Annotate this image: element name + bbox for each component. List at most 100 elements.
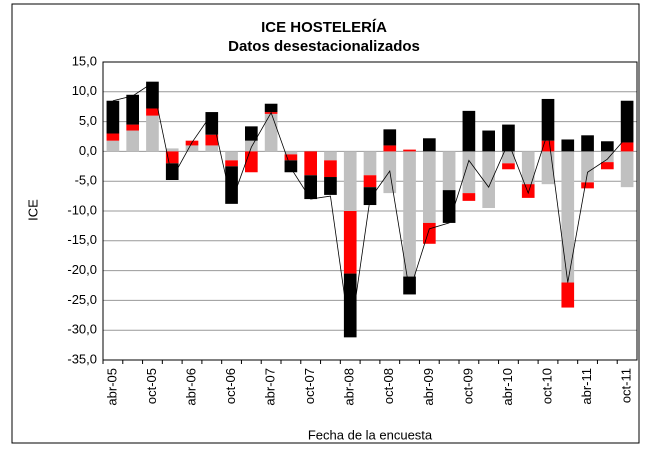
x-tick-label: abr-07 — [263, 368, 278, 406]
bar-segment — [324, 177, 337, 195]
bar-segment — [442, 151, 456, 191]
bar-segment — [601, 141, 614, 152]
bar-segment — [462, 110, 476, 152]
bar-segment — [106, 100, 120, 134]
chart-subtitle: Datos desestacionalizados — [228, 38, 420, 55]
bar-segment — [245, 151, 258, 173]
chart-title: ICE HOSTELERÍA — [261, 19, 387, 36]
y-tick-label: -30,0 — [67, 322, 97, 337]
x-tick-label: abr-11 — [579, 368, 594, 405]
bar-segment — [264, 113, 278, 152]
bar-segment — [225, 160, 238, 167]
y-tick-label: -15,0 — [67, 232, 97, 247]
bar-segment — [165, 148, 179, 152]
bar-segment — [284, 154, 298, 161]
bar-segment — [521, 184, 535, 198]
total-line — [112, 82, 628, 337]
bar-segment — [403, 149, 416, 152]
bar-segment — [146, 108, 159, 116]
y-tick-label: -25,0 — [67, 292, 97, 307]
bar-segment — [521, 151, 535, 185]
x-tick-label: abr-10 — [500, 368, 515, 406]
bar-segment — [561, 139, 575, 152]
y-axis-label: ICE — [25, 199, 40, 221]
bar-segment — [343, 211, 357, 274]
bar-segment — [541, 140, 555, 152]
x-tick-label: abr-06 — [183, 368, 198, 406]
bar-segment — [185, 145, 199, 152]
bar-segment — [581, 182, 594, 189]
bar-segment — [165, 151, 179, 164]
x-tick-label: oct-11 — [619, 368, 634, 403]
bar-segment — [541, 151, 555, 185]
bar-segment — [146, 81, 159, 109]
bar-segment — [561, 282, 575, 308]
x-tick-label: abr-05 — [104, 368, 119, 406]
y-tick-label: 5,0 — [79, 113, 97, 128]
bar-segment — [423, 222, 436, 244]
bar-segment — [541, 98, 555, 141]
bar-segment — [324, 151, 337, 161]
bar-segment — [245, 126, 258, 141]
bar-segment — [462, 193, 476, 201]
bar-segment — [264, 103, 278, 113]
bar-segment — [126, 94, 139, 125]
bar-segment — [146, 115, 159, 152]
bar-segment — [403, 151, 416, 277]
bar-segment — [343, 273, 357, 338]
bar-segment — [502, 151, 515, 164]
x-tick-label: oct-09 — [460, 368, 475, 404]
bar-segment — [363, 175, 377, 188]
bar-segment — [462, 151, 476, 194]
bar-segment — [284, 151, 298, 155]
x-tick-label: oct-07 — [302, 368, 317, 404]
bar-segment — [620, 142, 634, 152]
bar-segment — [383, 145, 397, 152]
bar-segment — [205, 145, 219, 152]
y-tick-label: -35,0 — [67, 351, 97, 366]
x-tick-label: oct-05 — [144, 368, 159, 404]
x-axis-label: Fecha de la encuesta — [308, 427, 433, 442]
bar-segment — [324, 160, 337, 178]
x-tick-label: oct-06 — [223, 368, 238, 404]
bar-segment — [225, 166, 238, 204]
y-tick-label: 0,0 — [79, 143, 97, 158]
bar-segment — [601, 162, 614, 170]
bar-segment — [403, 276, 416, 295]
bar-segment — [284, 160, 298, 173]
bar-segment — [304, 175, 317, 200]
y-tick-label: 10,0 — [72, 83, 97, 98]
bar-segment — [620, 151, 634, 188]
chart-frame — [11, 3, 640, 444]
y-tick-label: -10,0 — [67, 202, 97, 217]
y-tick-label: 15,0 — [72, 53, 97, 68]
bar-segment — [304, 151, 317, 176]
bar-segment — [126, 124, 139, 131]
y-tick-label: -20,0 — [67, 262, 97, 277]
bar-segment — [126, 130, 139, 152]
bar-segment — [581, 135, 594, 152]
bar-segment — [502, 163, 515, 170]
bar-segment — [106, 140, 120, 152]
bar-segment — [423, 151, 436, 223]
bar-segment — [343, 151, 357, 211]
bar-segment — [482, 151, 495, 209]
bar-segment — [245, 140, 258, 152]
bar-segment — [205, 134, 219, 146]
y-tick-label: -5,0 — [75, 173, 97, 188]
bar-segment — [363, 187, 377, 206]
x-tick-label: abr-08 — [342, 368, 357, 406]
x-tick-label: oct-08 — [381, 368, 396, 404]
bar-segment — [383, 129, 397, 146]
bar-segment — [502, 124, 515, 152]
plot-area — [102, 61, 638, 361]
bar-segment — [620, 100, 634, 143]
bar-segment — [581, 151, 594, 183]
bar-segment — [106, 133, 120, 141]
bar-segment — [561, 151, 575, 283]
bar-segment — [482, 130, 495, 152]
bar-segment — [442, 190, 456, 223]
bar-segment — [225, 151, 238, 161]
x-tick-label: abr-09 — [421, 368, 436, 406]
